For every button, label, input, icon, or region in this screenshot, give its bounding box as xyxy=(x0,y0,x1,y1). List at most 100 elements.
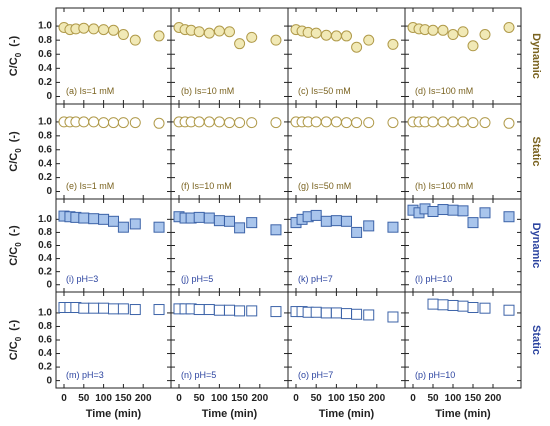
chart-panel: (h) Is=100 mM xyxy=(404,103,522,200)
data-point xyxy=(88,23,100,35)
x-tick-label: 200 xyxy=(251,393,268,404)
data-point xyxy=(193,116,205,128)
data-point xyxy=(457,26,469,38)
data-point xyxy=(310,116,322,128)
y-tick-label: 0 xyxy=(46,279,52,290)
panel-label: (n) pH=5 xyxy=(181,370,216,380)
y-axis-title-main: C/C xyxy=(8,57,20,76)
y-tick-label: 0.8 xyxy=(38,130,52,141)
y-axis-title-unit: (-) xyxy=(8,35,20,46)
y-axis-title-subscript: 0 xyxy=(14,242,23,247)
data-point xyxy=(427,116,439,128)
x-tick-label: 100 xyxy=(445,393,462,404)
data-point xyxy=(193,304,205,316)
chart-panel: (f) Is=10 mM xyxy=(170,103,289,200)
data-point xyxy=(351,41,363,53)
data-point xyxy=(320,116,332,128)
data-point xyxy=(88,213,100,225)
panel-label: (c) Is=50 mM xyxy=(298,86,351,96)
panel-label: (j) pH=5 xyxy=(181,274,213,284)
x-tick-label: 200 xyxy=(485,393,502,404)
data-point xyxy=(467,117,479,129)
data-point xyxy=(246,117,258,129)
x-tick-label: 100 xyxy=(211,393,228,404)
data-point xyxy=(363,309,375,321)
data-point xyxy=(341,117,352,129)
y-tick-label: 0 xyxy=(46,91,52,102)
data-point xyxy=(234,117,246,129)
panel-label: (f) Is=10 mM xyxy=(181,181,232,191)
data-point xyxy=(98,117,110,129)
data-point xyxy=(320,307,332,319)
data-point xyxy=(320,29,332,41)
chart-panel: (g) Is=50 mM xyxy=(287,103,406,200)
y-tick-label: 0.8 xyxy=(38,227,52,238)
data-point xyxy=(153,221,165,233)
data-point xyxy=(153,117,165,129)
data-point xyxy=(270,117,282,129)
data-point xyxy=(270,306,282,318)
panel-label: (i) pH=3 xyxy=(66,274,98,284)
data-point xyxy=(503,304,515,316)
data-point xyxy=(351,226,363,238)
data-point xyxy=(246,31,258,43)
data-point xyxy=(129,218,141,230)
data-point xyxy=(467,302,479,314)
data-point xyxy=(457,300,469,312)
data-point xyxy=(437,204,449,216)
y-axis-title-subscript: 0 xyxy=(14,148,23,153)
x-tick-label: 50 xyxy=(311,393,323,404)
data-point xyxy=(78,212,90,224)
y-axis-title-main: C/C xyxy=(8,153,20,172)
data-point xyxy=(341,215,352,227)
y-axis-title-unit: (-) xyxy=(8,319,20,330)
data-point xyxy=(351,117,363,129)
data-point xyxy=(108,303,119,315)
data-point xyxy=(98,302,110,314)
data-point xyxy=(479,302,491,314)
data-point xyxy=(78,302,90,314)
x-tick-label: 100 xyxy=(95,393,112,404)
panel-label: (o) pH=7 xyxy=(298,370,333,380)
data-point xyxy=(153,304,165,316)
chart-panel: (j) pH=5 xyxy=(170,198,289,293)
x-tick-label: 0 xyxy=(176,393,182,404)
data-point xyxy=(351,308,363,320)
data-point xyxy=(310,306,322,318)
data-point xyxy=(363,220,375,232)
data-point xyxy=(224,215,235,227)
row-label: Static xyxy=(530,137,542,167)
data-point xyxy=(246,305,258,317)
y-tick-label: 0.6 xyxy=(38,240,52,251)
data-point xyxy=(503,117,515,129)
data-point xyxy=(310,209,322,221)
data-point xyxy=(330,215,342,227)
panel-label: (d) Is=100 mM xyxy=(415,86,473,96)
chart-panel: 0 50 100 150 200 (n) pH=5 xyxy=(170,291,289,404)
data-point xyxy=(117,29,129,41)
data-point xyxy=(117,117,129,129)
data-point xyxy=(203,304,215,316)
x-tick-label: 150 xyxy=(348,393,365,404)
data-point xyxy=(98,24,110,36)
y-tick-label: 0.8 xyxy=(38,35,52,46)
data-point xyxy=(341,30,352,42)
y-tick-label: 0.4 xyxy=(38,63,52,74)
y-tick-label: 0.2 xyxy=(38,172,52,183)
x-axis-title: Time (min) xyxy=(86,408,142,420)
data-point xyxy=(363,34,375,46)
data-point xyxy=(447,204,459,216)
y-axis-title-subscript: 0 xyxy=(14,336,23,341)
chart-panel: (d) Is=100 mM xyxy=(404,7,522,105)
y-tick-label: 0.4 xyxy=(38,158,52,169)
data-point xyxy=(193,211,205,223)
data-point xyxy=(330,116,342,128)
panel-label: (e) Is=1 mM xyxy=(66,181,114,191)
x-tick-label: 150 xyxy=(115,393,132,404)
data-point xyxy=(98,213,110,225)
data-point xyxy=(437,24,449,36)
data-point xyxy=(224,304,235,316)
x-tick-label: 50 xyxy=(194,393,206,404)
y-tick-label: 0.2 xyxy=(38,77,52,88)
y-axis-title-unit: (-) xyxy=(8,225,20,236)
